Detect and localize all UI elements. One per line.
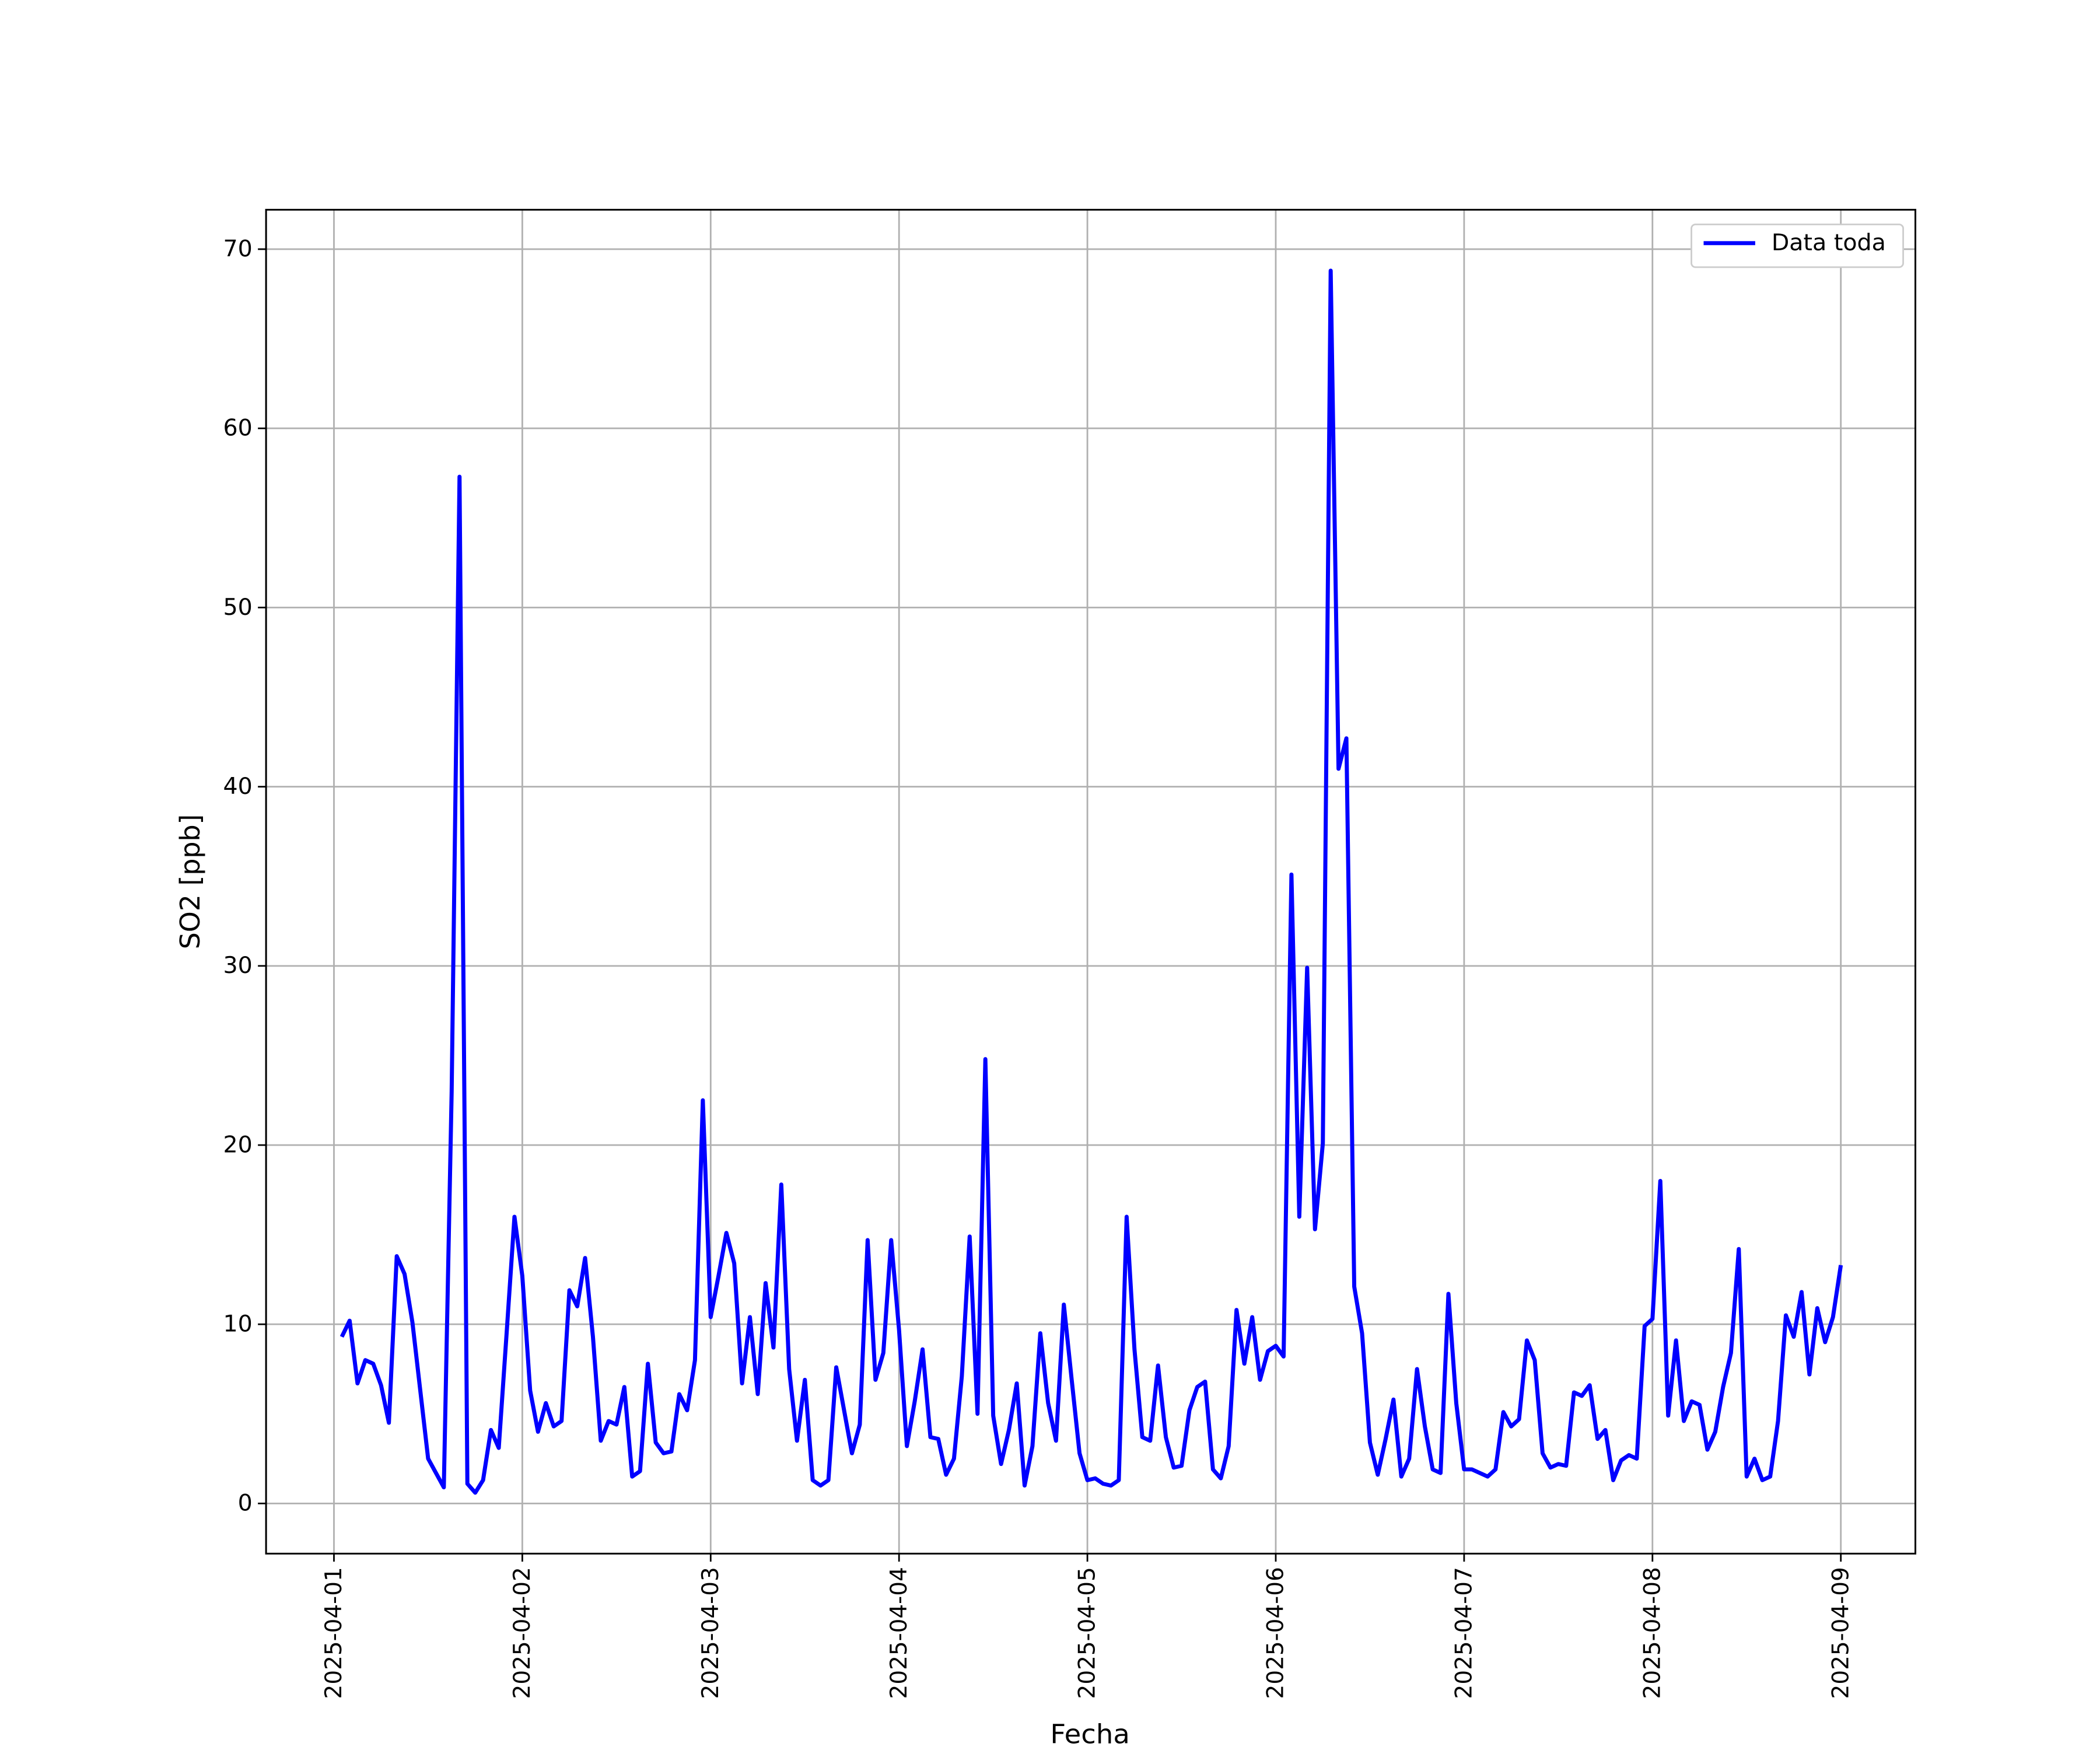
y-axis-label: SO2 [ppb]: [174, 814, 206, 950]
y-tick-label: 0: [238, 1490, 253, 1517]
y-tick-label: 10: [223, 1311, 253, 1338]
x-tick-label: 2025-04-08: [1639, 1567, 1665, 1699]
y-tick-label: 30: [223, 953, 253, 979]
data-line: [340, 268, 1843, 1495]
x-tick-label: 2025-04-06: [1262, 1567, 1289, 1699]
x-axis-label: Fecha: [1050, 1718, 1129, 1750]
y-tick-label: 70: [223, 236, 253, 262]
x-tick-label: 2025-04-05: [1074, 1567, 1100, 1699]
x-tick-label: 2025-04-07: [1451, 1567, 1477, 1699]
legend-label: Data toda: [1772, 230, 1886, 256]
plot-frame: [265, 209, 1917, 1555]
y-tick-label: 20: [223, 1132, 253, 1158]
x-tick-label: 2025-04-01: [321, 1567, 347, 1699]
y-tick-label: 50: [223, 594, 253, 621]
x-tick-label: 2025-04-04: [886, 1567, 912, 1699]
x-tick-label: 2025-04-02: [509, 1567, 536, 1699]
x-tick-label: 2025-04-09: [1828, 1567, 1854, 1699]
y-tick-label: 40: [223, 774, 253, 800]
x-tick-label: 2025-04-03: [698, 1567, 724, 1699]
y-tick-label: 60: [223, 415, 253, 442]
legend-box: [1690, 223, 1904, 268]
